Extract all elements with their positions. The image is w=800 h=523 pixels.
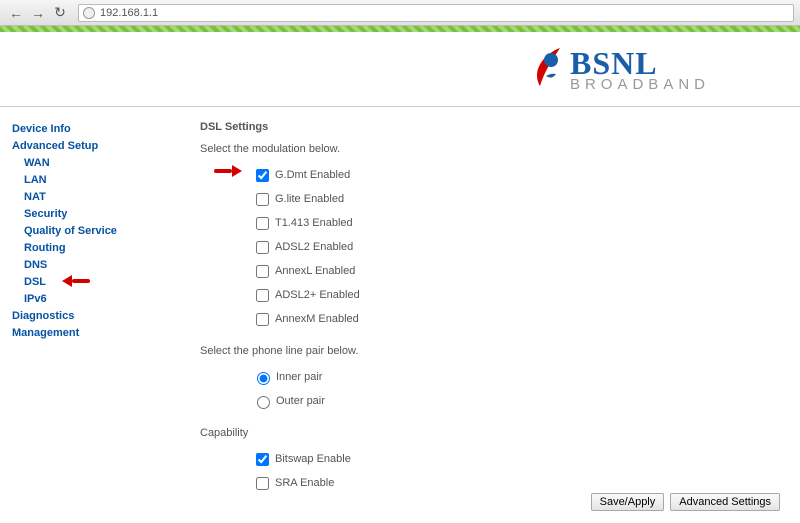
adsl2-checkbox[interactable]: [256, 241, 269, 254]
brand-logo: BSNL BROADBAND: [530, 46, 710, 92]
outer-pair-radio[interactable]: [257, 396, 270, 409]
annotation-arrow-icon: [214, 165, 242, 177]
adsl2p-checkbox[interactable]: [256, 289, 269, 302]
glite-label: G.lite Enabled: [275, 193, 344, 205]
sidebar-item-security[interactable]: Security: [24, 206, 170, 223]
annexl-checkbox[interactable]: [256, 265, 269, 278]
page-header: BSNL BROADBAND: [0, 32, 800, 107]
sidebar-item-qos[interactable]: Quality of Service: [24, 223, 170, 240]
annexl-label: AnnexL Enabled: [275, 265, 355, 277]
annotation-arrow-icon: [62, 275, 90, 287]
inner-pair-label: Inner pair: [276, 371, 322, 383]
page-title: DSL Settings: [200, 121, 782, 133]
sidebar-item-dsl[interactable]: DSL: [24, 274, 170, 291]
gdmt-label: G.Dmt Enabled: [275, 169, 350, 181]
sidebar-nav: Device Info Advanced Setup WAN LAN NAT S…: [0, 107, 170, 523]
t1413-label: T1.413 Enabled: [275, 217, 353, 229]
pair-options: Inner pair Outer pair: [252, 365, 782, 413]
t1413-checkbox[interactable]: [256, 217, 269, 230]
url-text: 192.168.1.1: [100, 7, 158, 19]
reload-button[interactable]: ↻: [50, 4, 70, 22]
sra-label: SRA Enable: [275, 477, 334, 489]
forward-button[interactable]: →: [28, 4, 48, 22]
inner-pair-radio[interactable]: [257, 372, 270, 385]
annexm-checkbox[interactable]: [256, 313, 269, 326]
capability-title: Capability: [200, 427, 782, 439]
main-content: DSL Settings Select the modulation below…: [170, 107, 800, 523]
globe-icon: [83, 7, 95, 19]
glite-checkbox[interactable]: [256, 193, 269, 206]
footer-buttons: Save/Apply Advanced Settings: [591, 493, 780, 511]
sidebar-item-label: DSL: [24, 276, 46, 288]
gdmt-checkbox[interactable]: [256, 169, 269, 182]
bitswap-label: Bitswap Enable: [275, 453, 351, 465]
browser-address-bar: ← → ↻ 192.168.1.1: [0, 0, 800, 26]
pair-helper: Select the phone line pair below.: [200, 345, 782, 357]
sidebar-item-diagnostics[interactable]: Diagnostics: [12, 308, 170, 325]
sidebar-item-ipv6[interactable]: IPv6: [24, 291, 170, 308]
outer-pair-label: Outer pair: [276, 395, 325, 407]
bitswap-checkbox[interactable]: [256, 453, 269, 466]
modulation-helper: Select the modulation below.: [200, 143, 782, 155]
sidebar-item-dns[interactable]: DNS: [24, 257, 170, 274]
capability-options: Bitswap Enable SRA Enable: [252, 447, 782, 495]
back-button[interactable]: ←: [6, 4, 26, 22]
logo-sub-text: BROADBAND: [570, 77, 710, 92]
save-apply-button[interactable]: Save/Apply: [591, 493, 665, 511]
url-input[interactable]: 192.168.1.1: [78, 4, 794, 22]
logo-brand-text: BSNL: [570, 47, 710, 79]
sidebar-item-advanced-setup[interactable]: Advanced Setup: [12, 138, 170, 155]
sidebar-item-routing[interactable]: Routing: [24, 240, 170, 257]
adsl2p-label: ADSL2+ Enabled: [275, 289, 360, 301]
adsl2-label: ADSL2 Enabled: [275, 241, 353, 253]
sidebar-item-wan[interactable]: WAN: [24, 155, 170, 172]
sidebar-item-management[interactable]: Management: [12, 325, 170, 342]
advanced-settings-button[interactable]: Advanced Settings: [670, 493, 780, 511]
sidebar-item-lan[interactable]: LAN: [24, 172, 170, 189]
sra-checkbox[interactable]: [256, 477, 269, 490]
modulation-options: G.Dmt Enabled G.lite Enabled T1.413 Enab…: [252, 163, 782, 331]
sidebar-item-nat[interactable]: NAT: [24, 189, 170, 206]
annexm-label: AnnexM Enabled: [275, 313, 359, 325]
logo-icon: [530, 46, 564, 92]
sidebar-item-device-info[interactable]: Device Info: [12, 121, 170, 138]
